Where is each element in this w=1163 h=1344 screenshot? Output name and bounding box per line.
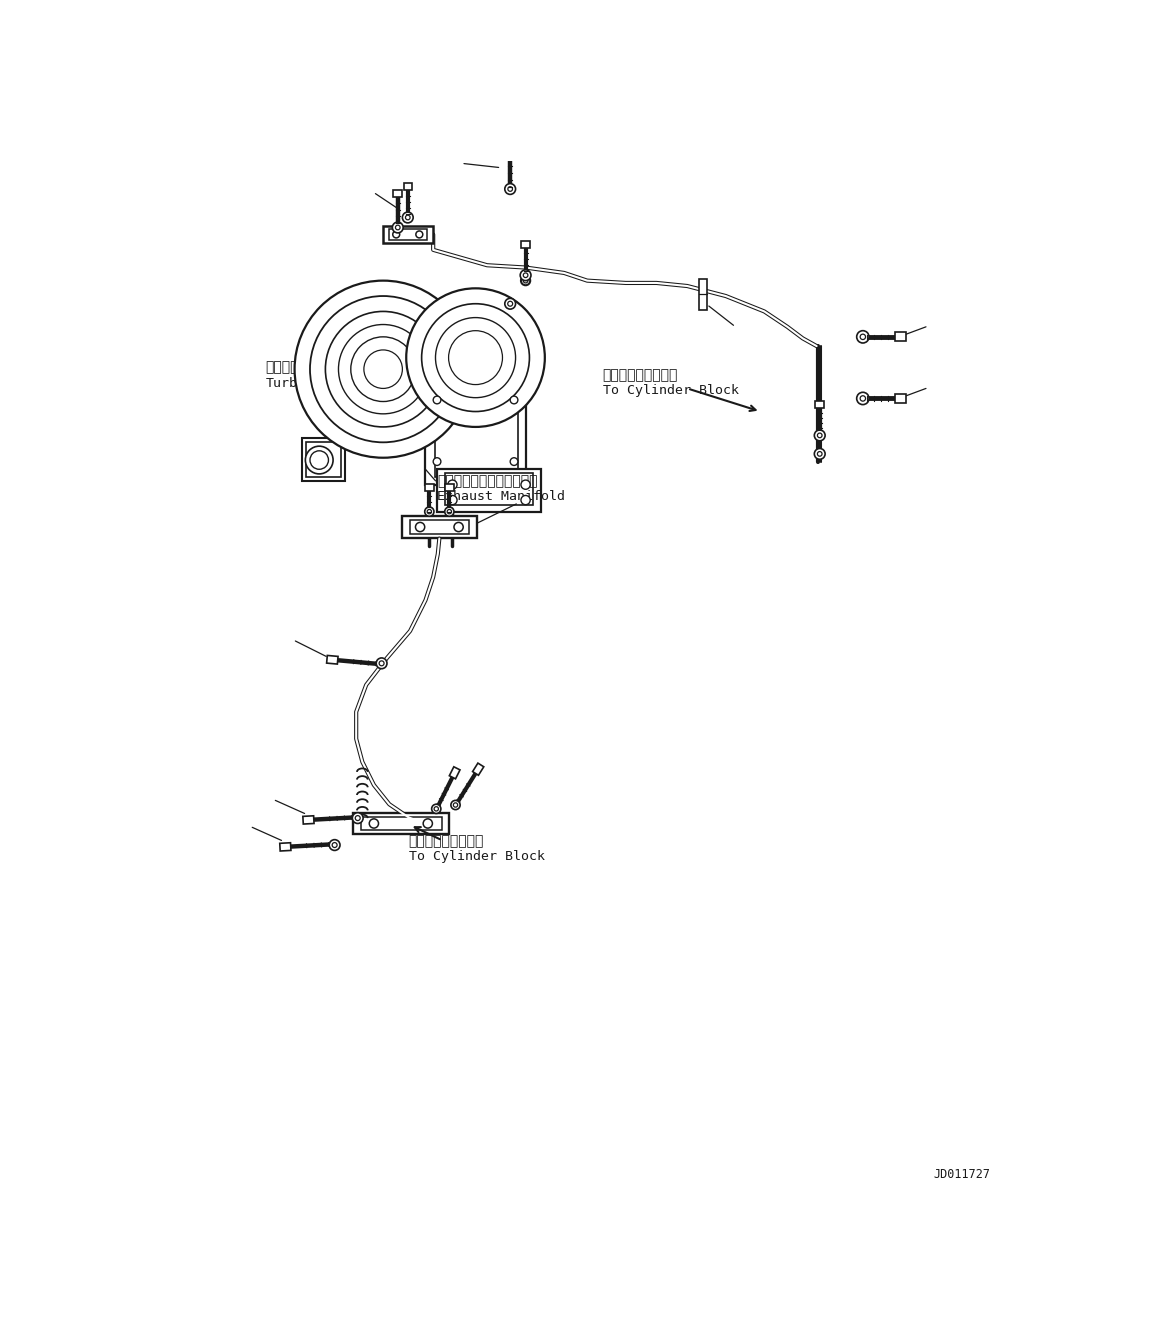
Text: Turbocharger: Turbocharger bbox=[265, 376, 362, 390]
Circle shape bbox=[505, 184, 515, 195]
Bar bbox=[402, 516, 477, 538]
Circle shape bbox=[338, 324, 428, 414]
Circle shape bbox=[406, 289, 544, 427]
Circle shape bbox=[415, 523, 424, 532]
Circle shape bbox=[861, 395, 865, 401]
Circle shape bbox=[508, 301, 513, 306]
Circle shape bbox=[523, 273, 528, 278]
Text: JD011727: JD011727 bbox=[934, 1168, 991, 1181]
Polygon shape bbox=[472, 763, 484, 775]
Circle shape bbox=[505, 298, 515, 309]
Bar bbox=[521, 241, 530, 247]
Bar bbox=[437, 469, 541, 512]
Polygon shape bbox=[327, 656, 338, 664]
Circle shape bbox=[433, 396, 441, 403]
Bar bbox=[815, 401, 823, 407]
Circle shape bbox=[402, 212, 413, 223]
Text: エキゾーストマニホールド: エキゾーストマニホールド bbox=[437, 474, 537, 488]
Circle shape bbox=[861, 335, 865, 340]
Circle shape bbox=[364, 349, 402, 388]
Circle shape bbox=[448, 496, 457, 505]
Bar bbox=[445, 484, 454, 491]
Circle shape bbox=[379, 661, 384, 665]
Circle shape bbox=[433, 458, 441, 465]
Circle shape bbox=[431, 804, 441, 813]
Circle shape bbox=[444, 507, 454, 516]
Circle shape bbox=[395, 226, 400, 230]
Bar bbox=[896, 332, 906, 341]
Circle shape bbox=[326, 312, 441, 427]
Circle shape bbox=[814, 449, 825, 460]
Circle shape bbox=[449, 331, 502, 384]
Circle shape bbox=[311, 296, 456, 442]
Circle shape bbox=[352, 813, 363, 824]
Circle shape bbox=[448, 480, 457, 489]
Bar bbox=[361, 817, 442, 831]
Circle shape bbox=[814, 430, 825, 441]
Circle shape bbox=[423, 818, 433, 828]
Bar bbox=[444, 473, 534, 505]
Circle shape bbox=[424, 507, 434, 516]
Bar bbox=[383, 226, 433, 243]
Bar bbox=[411, 520, 470, 534]
Text: To Cylinder Block: To Cylinder Block bbox=[408, 851, 544, 863]
Circle shape bbox=[454, 523, 463, 532]
Circle shape bbox=[521, 496, 530, 505]
Polygon shape bbox=[302, 816, 314, 824]
Circle shape bbox=[333, 843, 337, 848]
Text: ターボチャージャ: ターボチャージャ bbox=[265, 360, 333, 375]
Circle shape bbox=[818, 452, 822, 456]
Circle shape bbox=[355, 816, 361, 821]
Circle shape bbox=[818, 433, 822, 438]
Circle shape bbox=[416, 231, 423, 238]
Circle shape bbox=[511, 396, 518, 403]
Polygon shape bbox=[449, 767, 461, 778]
Circle shape bbox=[329, 840, 340, 851]
Text: シリンダブロックへ: シリンダブロックへ bbox=[602, 368, 678, 382]
Circle shape bbox=[521, 480, 530, 489]
Circle shape bbox=[451, 801, 461, 809]
Circle shape bbox=[294, 281, 472, 458]
Bar bbox=[699, 280, 707, 310]
Bar bbox=[506, 151, 515, 159]
Bar bbox=[404, 183, 412, 190]
Circle shape bbox=[448, 509, 451, 513]
Bar bbox=[393, 190, 402, 196]
Bar bbox=[896, 394, 906, 403]
Circle shape bbox=[521, 276, 530, 285]
Circle shape bbox=[520, 270, 531, 281]
Circle shape bbox=[434, 806, 438, 810]
Circle shape bbox=[454, 802, 458, 808]
Circle shape bbox=[392, 222, 404, 233]
Circle shape bbox=[857, 392, 869, 405]
Bar bbox=[426, 384, 526, 485]
Circle shape bbox=[406, 215, 411, 220]
Circle shape bbox=[508, 187, 513, 191]
Circle shape bbox=[351, 337, 415, 402]
Circle shape bbox=[857, 331, 869, 343]
Circle shape bbox=[311, 450, 328, 469]
Bar bbox=[354, 813, 449, 835]
Circle shape bbox=[427, 509, 431, 513]
Bar bbox=[435, 392, 518, 477]
Bar bbox=[426, 484, 434, 491]
Circle shape bbox=[435, 317, 515, 398]
Circle shape bbox=[306, 446, 333, 474]
Circle shape bbox=[376, 659, 387, 669]
Circle shape bbox=[511, 458, 518, 465]
Circle shape bbox=[523, 278, 528, 284]
Text: シリンダブロックへ: シリンダブロックへ bbox=[408, 835, 484, 848]
Bar bbox=[302, 438, 344, 481]
Bar bbox=[306, 442, 341, 477]
Circle shape bbox=[370, 818, 378, 828]
Text: To Cylinder Block: To Cylinder Block bbox=[602, 384, 739, 398]
Polygon shape bbox=[280, 843, 291, 851]
Circle shape bbox=[393, 231, 400, 238]
Circle shape bbox=[422, 304, 529, 411]
Text: Exhaust Manifold: Exhaust Manifold bbox=[437, 489, 565, 503]
Bar bbox=[388, 228, 427, 239]
